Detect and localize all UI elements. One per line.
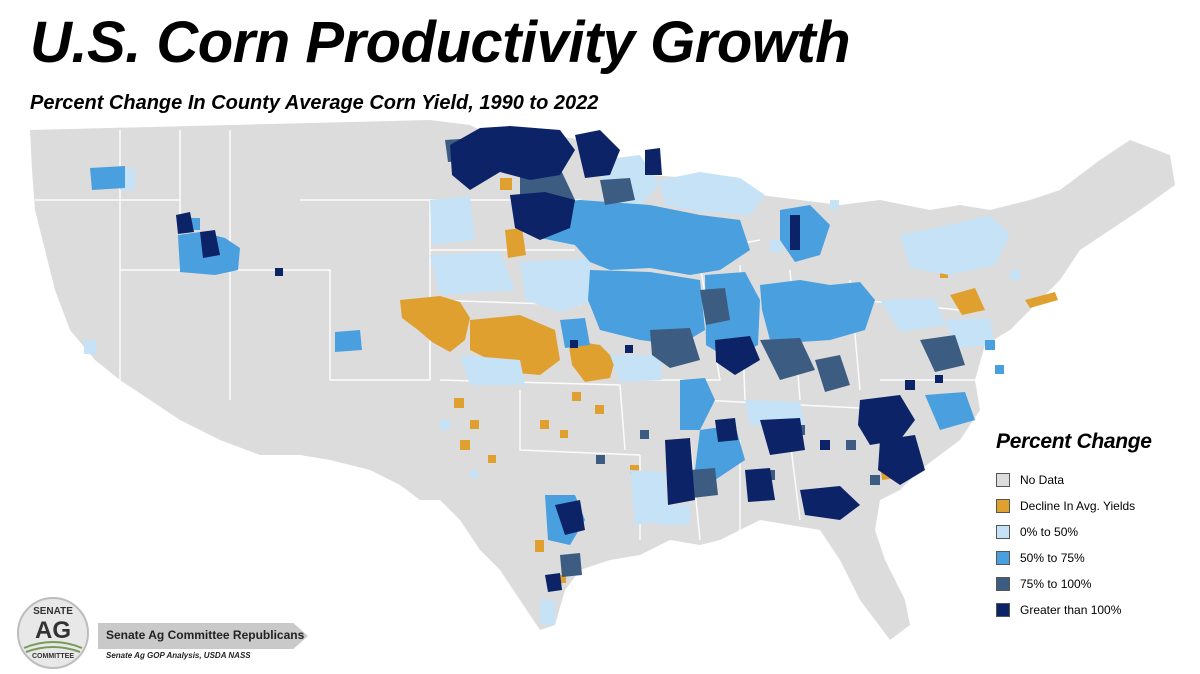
legend-label: Greater than 100%	[1020, 603, 1122, 617]
navy-counties	[176, 126, 943, 592]
legend-item-75-100: 75% to 100%	[996, 572, 1152, 596]
legend-swatch	[996, 577, 1010, 591]
legend-swatch	[996, 551, 1010, 565]
footer-source: Senate Ag GOP Analysis, USDA NASS	[106, 651, 251, 660]
legend-swatch	[996, 525, 1010, 539]
map-subtitle: Percent Change In County Average Corn Yi…	[30, 92, 599, 114]
logo-line1: SENATE	[33, 606, 73, 617]
footer-org: Senate Ag Committee Republicans	[106, 628, 305, 642]
light-blue-counties	[84, 155, 1020, 625]
legend-item-50-75: 50% to 75%	[996, 546, 1152, 570]
legend-item-no-data: No Data	[996, 468, 1152, 492]
legend-item-decline: Decline In Avg. Yields	[996, 494, 1152, 518]
legend-swatch	[996, 603, 1010, 617]
logo-line2: AG	[35, 617, 71, 644]
legend-swatch	[996, 473, 1010, 487]
legend-item-0-50: 0% to 50%	[996, 520, 1152, 544]
legend-label: 75% to 100%	[1020, 577, 1092, 591]
legend-item-over-100: Greater than 100%	[996, 598, 1152, 622]
footer-banner	[98, 623, 308, 649]
legend-label: 0% to 50%	[1020, 525, 1079, 539]
legend-label: 50% to 75%	[1020, 551, 1085, 565]
us-land-shape	[30, 120, 1175, 640]
legend-label: Decline In Avg. Yields	[1020, 499, 1136, 513]
legend-title: Percent Change	[996, 430, 1152, 453]
legend-swatch	[996, 499, 1010, 513]
map-title: U.S. Corn Productivity Growth	[30, 10, 851, 75]
senate-ag-committee-logo: SENATE AG COMMITTEE	[17, 597, 89, 669]
legend-label: No Data	[1020, 473, 1065, 487]
logo-line3: COMMITTEE	[32, 653, 74, 660]
legend: Percent Change No Data Decline In Avg. Y…	[996, 430, 1152, 624]
